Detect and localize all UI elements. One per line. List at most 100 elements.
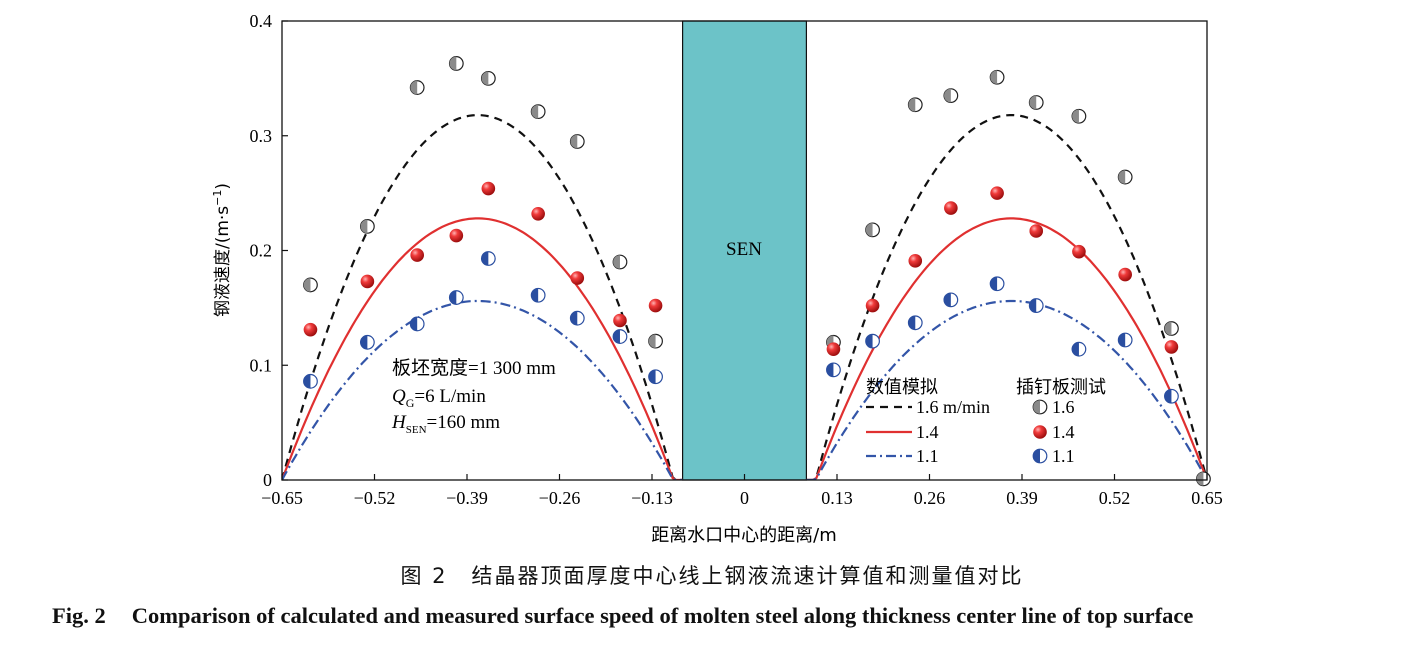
- marker-half: [1029, 95, 1037, 110]
- data-point-1.1: [480, 251, 496, 266]
- marker-half: [1033, 400, 1040, 414]
- marker-half: [990, 276, 998, 291]
- data-point-1.6: [943, 88, 959, 103]
- x-axis-label: 距离水口中心的距离/m: [651, 525, 837, 546]
- data-point-1.1: [648, 369, 663, 385]
- data-point-1.6: [989, 69, 1005, 85]
- legend-measured-label-2: 1.1: [1052, 446, 1075, 466]
- marker-half: [481, 251, 489, 266]
- data-point-1.4: [1164, 340, 1179, 354]
- marker-half: [944, 293, 951, 307]
- sen-label: SEN: [726, 239, 762, 260]
- sen-band: [681, 20, 808, 481]
- data-point-1.1: [569, 310, 585, 326]
- legend-measured-title: 插钉板测试: [1016, 377, 1106, 398]
- marker-half: [449, 56, 457, 71]
- x-tick-label: 0.39: [1006, 488, 1038, 508]
- data-point-1.4: [1072, 244, 1086, 259]
- data-point-1.6: [865, 222, 880, 238]
- marker-body: [1033, 425, 1047, 439]
- y-axis-label-prefix: 钢液速度/(m·s: [213, 206, 233, 317]
- data-point-1.1: [530, 287, 546, 303]
- data-point-1.6: [530, 104, 546, 120]
- marker-body: [648, 298, 663, 313]
- legend-model-label-0: 1.6 m/min: [916, 397, 990, 417]
- legend-marker-0: [1032, 399, 1048, 415]
- legend-model-title: 数值模拟: [866, 377, 938, 398]
- annotation-qg-main: Q: [392, 386, 406, 407]
- data-point-1.4: [570, 271, 585, 285]
- caption-cn-text: 结晶器顶面厚度中心线上钢液流速计算值和测量值对比: [471, 564, 1024, 588]
- marker-half: [360, 335, 368, 350]
- data-point-1.6: [1196, 471, 1211, 487]
- marker-body: [360, 274, 375, 289]
- marker-body: [944, 201, 958, 215]
- marker-body: [990, 186, 1004, 200]
- data-point-1.6: [1071, 108, 1087, 124]
- y-tick-label: 0.3: [250, 126, 273, 146]
- y-axis-label-suffix: ): [213, 183, 233, 190]
- model-curve-1-left: [282, 217, 683, 480]
- x-tick-label: 0: [740, 488, 749, 508]
- marker-body: [449, 228, 464, 243]
- data-point-1.1: [1028, 298, 1044, 313]
- marker-half: [449, 290, 457, 305]
- legend: 数值模拟 插钉板测试 1.6 m/min 1.4 1.1 1.6 1.4 1.1: [866, 377, 1106, 466]
- marker-half: [908, 97, 916, 112]
- marker-body: [531, 206, 545, 221]
- marker-half: [1196, 472, 1204, 486]
- legend-measured-label-1: 1.4: [1052, 422, 1075, 442]
- marker-body: [570, 271, 585, 285]
- model-curve-0-left: [282, 114, 683, 480]
- data-point-1.1: [907, 315, 923, 331]
- data-point-1.1: [1164, 388, 1179, 404]
- data-point-1.6: [303, 277, 318, 293]
- marker-half: [1029, 298, 1037, 313]
- marker-half: [1118, 333, 1126, 347]
- data-point-1.6: [1028, 95, 1044, 110]
- data-point-1.4: [990, 186, 1004, 200]
- marker-half: [613, 329, 620, 344]
- y-tick-label: 0.4: [250, 11, 273, 31]
- data-point-1.1: [409, 316, 425, 332]
- x-tick-label: −0.13: [631, 488, 673, 508]
- marker-body: [410, 248, 424, 262]
- data-point-1.4: [360, 274, 375, 289]
- legend-model-label-1: 1.4: [916, 422, 939, 442]
- data-point-1.1: [826, 362, 841, 378]
- data-point-1.4: [865, 298, 880, 313]
- marker-half: [865, 334, 873, 348]
- data-point-1.6: [1164, 321, 1179, 336]
- data-point-1.4: [481, 181, 496, 196]
- y-axis-label-sup: −1: [211, 190, 224, 206]
- x-tick-label: 0.26: [914, 488, 946, 508]
- model-curve-2-left: [282, 299, 683, 480]
- marker-body: [908, 254, 923, 268]
- x-tick-label: −0.65: [261, 488, 303, 508]
- marker-half: [613, 255, 620, 269]
- marker-body: [303, 322, 318, 337]
- data-point-1.1: [943, 292, 959, 308]
- caption-cn: 图 2 结晶器顶面厚度中心线上钢液流速计算值和测量值对比: [0, 560, 1424, 590]
- legend-measured-label-0: 1.6: [1052, 397, 1075, 417]
- data-point-1.4: [531, 206, 545, 221]
- marker-half: [1072, 109, 1079, 124]
- marker-half: [648, 334, 656, 348]
- data-point-1.4: [1118, 267, 1132, 282]
- marker-half: [570, 311, 578, 326]
- marker-body: [1029, 224, 1044, 238]
- data-point-1.4: [410, 248, 424, 262]
- marker-half: [648, 369, 656, 384]
- marker-half: [360, 219, 368, 234]
- marker-half: [410, 317, 418, 331]
- marker-half: [990, 70, 998, 85]
- chart: −0.65 −0.52 −0.39 −0.26 −0.13 0 0.13 0.26 0.39 0.…: [211, 11, 1223, 546]
- data-point-1.6: [1117, 169, 1133, 185]
- annotation-hsen-main: H: [391, 412, 407, 433]
- marker-body: [1118, 267, 1132, 282]
- marker-half: [410, 80, 418, 95]
- legend-marker-1: [1033, 425, 1047, 439]
- data-point-1.1: [1117, 332, 1133, 348]
- marker-half: [303, 278, 311, 292]
- x-tick-label: −0.39: [446, 488, 488, 508]
